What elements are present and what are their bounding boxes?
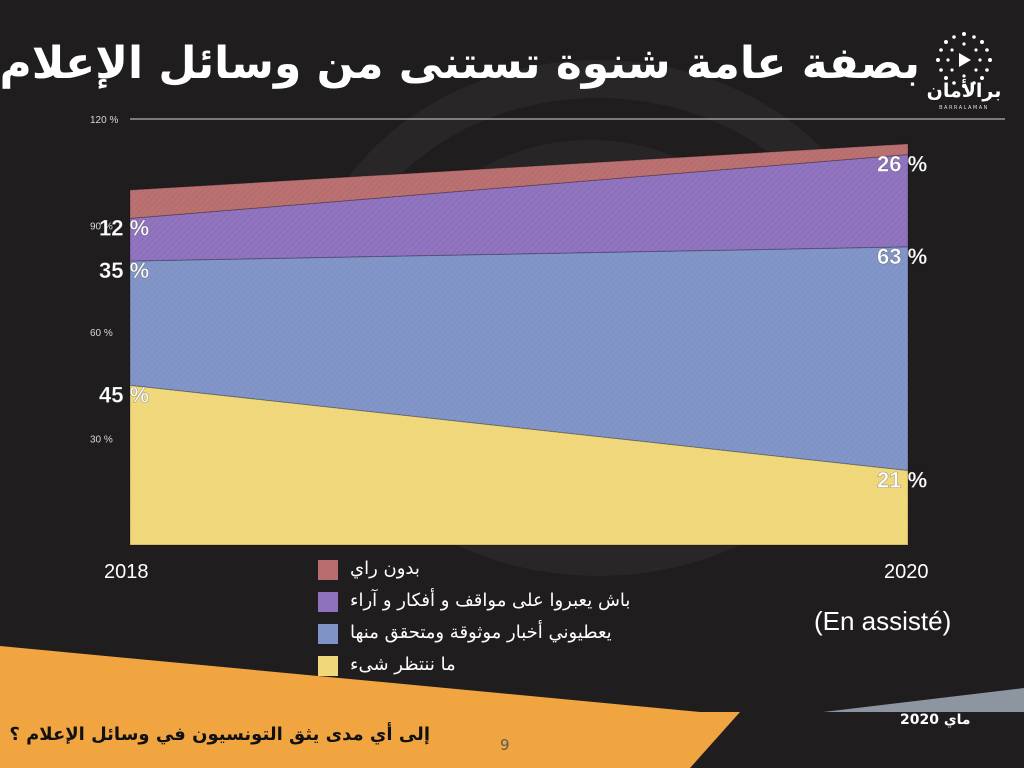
- chart-legend: بدون راي باش يعبروا على مواقف و أفكار و …: [316, 556, 686, 684]
- legend-swatch: [318, 560, 338, 580]
- x-tick-label: 2020: [884, 561, 929, 583]
- legend-swatch: [318, 624, 338, 644]
- legend-item: يعطيوني أخبار موثوقة ومتحقق منها: [316, 620, 686, 652]
- page-number: 9: [500, 736, 510, 754]
- x-tick-label: 2018: [104, 561, 149, 583]
- legend-label: ما ننتظر شىء: [350, 654, 456, 675]
- data-label: 45 %: [99, 382, 149, 407]
- area-texture-1: [130, 246, 908, 471]
- brand-subtitle: BARRALAMAN: [939, 105, 989, 111]
- legend-item: بدون راي: [316, 556, 686, 588]
- legend-item: باش يعبروا على مواقف و أفكار و آراء: [316, 588, 686, 620]
- data-label: 35 %: [99, 258, 149, 283]
- slide-title: بصفة عامة شنوة تستنى من وسائل الإعلام؟: [0, 38, 920, 89]
- legend-label: يعطيوني أخبار موثوقة ومتحقق منها: [350, 622, 612, 643]
- area-texture-0: [130, 385, 908, 545]
- data-label: 26 %: [877, 152, 927, 177]
- data-label: 21 %: [877, 467, 927, 492]
- brand-name: برالأمان: [926, 80, 1002, 102]
- data-label: 12 %: [99, 215, 149, 240]
- legend-label: بدون راي: [350, 558, 420, 579]
- legend-label: باش يعبروا على مواقف و أفكار و آراء: [350, 590, 631, 611]
- y-tick-label: 30 %: [90, 435, 113, 446]
- data-label: 63 %: [877, 244, 927, 269]
- legend-swatch: [318, 656, 338, 676]
- footer-question: إلى أي مدى يثق التونسيون في وسائل الإعلا…: [9, 724, 430, 745]
- legend-item: ما ننتظر شىء: [316, 652, 686, 684]
- y-tick-label: 90 %: [90, 222, 113, 233]
- slide-date: ماي 2020: [900, 712, 971, 728]
- legend-swatch: [318, 592, 338, 612]
- y-tick-label: 60 %: [90, 328, 113, 339]
- brand-logo-icon: [936, 32, 992, 88]
- y-tick-label: 120 %: [90, 115, 118, 126]
- area-texture-3: [130, 143, 908, 219]
- area-texture-2: [130, 154, 908, 261]
- footer-dark-band: [690, 712, 1024, 768]
- survey-mode-note: (En assisté): [814, 606, 952, 636]
